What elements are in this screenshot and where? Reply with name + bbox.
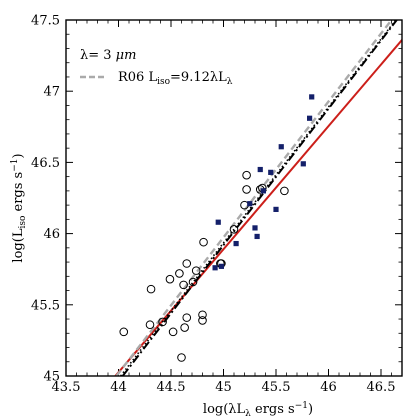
- plot-frame: [65, 19, 403, 377]
- data-point-square: [309, 94, 315, 100]
- fit-line-dashed: [115, 20, 393, 376]
- data-point-square: [278, 144, 284, 150]
- data-point-circle: [182, 259, 192, 268]
- data-point-circle: [198, 310, 207, 320]
- filled-square-series: [212, 94, 315, 271]
- data-point-circle: [165, 274, 175, 284]
- x-tick-label: 44.5: [157, 380, 186, 395]
- data-point-circle: [119, 327, 129, 337]
- data-point-circle: [180, 323, 189, 332]
- data-point-circle: [146, 284, 156, 294]
- x-tick-label: 43.5: [52, 380, 81, 395]
- x-tick-label: 45: [215, 380, 232, 395]
- tick-marks: [65, 19, 402, 377]
- data-point-circle: [168, 327, 178, 337]
- x-tick-label: 45.5: [262, 380, 291, 395]
- data-point-square: [257, 166, 263, 173]
- data-point-square: [218, 263, 224, 269]
- data-point-square: [212, 265, 218, 271]
- data-point-circle: [229, 225, 239, 234]
- y-tick-label: 45.5: [31, 298, 60, 313]
- x-axis-title: log(λLλ ergs s−1): [203, 401, 313, 419]
- data-point-circle: [175, 269, 184, 278]
- data-point-circle: [198, 316, 207, 325]
- data-point-square: [215, 219, 221, 225]
- data-point-circle: [242, 185, 251, 194]
- open-circle-series: [119, 170, 289, 362]
- data-point-circle: [242, 170, 251, 180]
- data-point-square: [254, 233, 260, 240]
- y-tick-labels: 45 45.5 46 46.5 47 47.5: [31, 14, 60, 385]
- data-point-square: [233, 240, 239, 247]
- data-point-circle: [199, 237, 208, 247]
- fit-lines: [114, 20, 402, 376]
- fit-line-dashdot: [121, 20, 398, 376]
- data-point-square: [273, 206, 279, 212]
- y-tick-label: 46.5: [31, 156, 60, 171]
- data-point-circle: [145, 320, 155, 330]
- x-tick-labels: 43.5 44 44.5 45 45.5 46 46.5: [52, 380, 396, 395]
- fit-line-solid: [114, 39, 402, 376]
- legend-title: λ= 3 μm: [80, 48, 136, 63]
- data-point-square: [300, 161, 306, 167]
- data-point-circle: [177, 353, 186, 362]
- data-point-circle: [188, 277, 198, 287]
- data-point-circle: [182, 313, 192, 322]
- y-tick-label: 45: [43, 370, 60, 385]
- y-tick-label: 47.5: [31, 14, 60, 29]
- fit-line-dotted: [119, 20, 397, 376]
- data-point-square: [307, 115, 313, 121]
- y-tick-label: 47: [43, 85, 60, 100]
- data-point-square: [260, 188, 266, 194]
- data-point-circle: [191, 266, 201, 275]
- y-tick-label: 46: [43, 227, 60, 242]
- data-point-circle: [179, 280, 188, 290]
- legend-entry-label: R06 Liso=9.12λLλ: [118, 70, 233, 87]
- x-tick-label: 46: [320, 380, 337, 395]
- data-point-circle: [158, 317, 167, 327]
- data-point-square: [247, 201, 253, 207]
- x-tick-label: 46.5: [367, 380, 396, 395]
- data-point-square: [252, 225, 258, 231]
- y-axis-title: log(Liso ergs s−1): [10, 153, 28, 262]
- data-point-square: [268, 169, 274, 175]
- data-point-circle: [280, 186, 289, 196]
- x-tick-label: 44: [110, 380, 127, 395]
- legend: λ= 3 μm R06 Liso=9.12λLλ: [80, 48, 233, 87]
